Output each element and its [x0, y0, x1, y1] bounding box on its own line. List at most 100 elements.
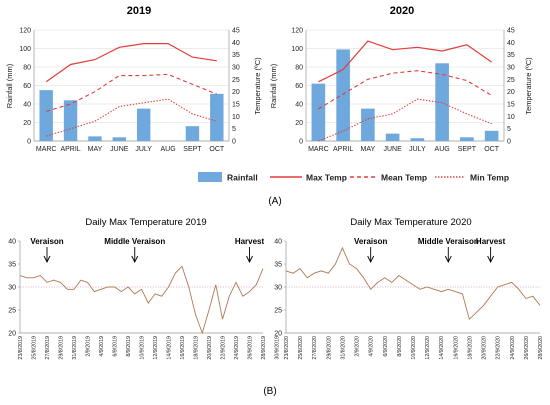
- rainfall-bar: [336, 49, 350, 141]
- x-date-label: 24/9/2019: [234, 336, 240, 360]
- x-date-label: 14/9/2020: [439, 336, 445, 360]
- y2-tick-label: 20: [507, 89, 515, 96]
- rainfall-bar: [63, 100, 78, 141]
- annotation-label: Veraison: [354, 237, 387, 246]
- x-date-label: 16/9/2019: [180, 336, 186, 360]
- rainfall-bar: [361, 108, 375, 141]
- x-tick-label: JUNE: [383, 146, 402, 153]
- x-date-label: 8/9/2019: [126, 336, 132, 357]
- max-temp-line: [318, 40, 492, 83]
- y2-tick-label: 15: [507, 102, 515, 109]
- x-date-label: 18/9/2019: [194, 336, 200, 360]
- rainfall-bar: [385, 133, 400, 141]
- x-tick-label: AUG: [435, 146, 450, 153]
- y2-tick-label: 35: [232, 52, 240, 59]
- y2-tick-label: 0: [232, 139, 236, 146]
- rainfall-bar: [185, 126, 200, 141]
- x-date-label: 18/9/2020: [467, 336, 473, 360]
- x-date-label: 23/8/2019: [18, 336, 24, 360]
- mean-temp-line: [318, 70, 492, 110]
- y2-tick-label: 20: [232, 89, 240, 96]
- daily-title-2020: Daily Max Temperature 2020: [350, 217, 471, 228]
- mean-temp-line: [46, 73, 218, 112]
- rainfall-bar: [136, 108, 151, 141]
- y-tick-label: 25: [274, 308, 282, 315]
- x-tick-label: JULY: [135, 146, 152, 153]
- y2-tick-label: 30: [232, 65, 240, 72]
- y-tick-label: 35: [8, 262, 16, 269]
- x-date-label: 10/9/2019: [140, 336, 146, 360]
- annotation-label: Harvest: [235, 237, 265, 246]
- ylabel-rainfall-2019: Rainfall (mm): [5, 63, 14, 108]
- daily-chart-2020: 20 25 30 35 40 23/8/2020 25/8/2020 27/8/2020 29/…: [274, 237, 544, 360]
- annotation-arrow-head: [367, 255, 375, 264]
- ylabel-temperature-2019: Temperature (ºC): [253, 57, 262, 115]
- rainfall-bar: [112, 137, 127, 141]
- x-date-label: 12/9/2019: [153, 336, 159, 360]
- daily-max-temp-line: [285, 246, 541, 321]
- y-tick-label: 80: [295, 65, 303, 72]
- x-date-label: 26/9/2020: [524, 336, 530, 360]
- x-date-label: 27/8/2019: [45, 336, 51, 360]
- x-date-label: 8/9/2020: [397, 336, 403, 357]
- y2-tick-label: 5: [507, 126, 511, 133]
- x-date-label: 31/8/2019: [72, 336, 78, 360]
- y-tick-label: 30: [8, 285, 16, 292]
- x-date-label: 26/9/2019: [248, 336, 254, 360]
- x-date-label: 25/8/2019: [32, 336, 38, 360]
- panel-label-b: (B): [263, 386, 276, 397]
- y-tick-label: 60: [295, 83, 303, 90]
- y2-tick-label: 25: [232, 77, 240, 84]
- annotation-arrow-head: [131, 255, 139, 264]
- y-tick-label: 35: [274, 262, 282, 269]
- y-tick-label: 30: [274, 285, 282, 292]
- rainfall-bar: [484, 130, 499, 141]
- x-tick-label: MARC: [308, 146, 329, 153]
- y2-tick-label: 30: [507, 65, 515, 72]
- x-date-label: 22/9/2019: [221, 336, 227, 360]
- y-tick-label: 120: [291, 28, 303, 35]
- x-date-label: 20/9/2019: [207, 336, 213, 360]
- min-temp-line: [318, 98, 492, 142]
- annotation-arrow-head: [43, 255, 51, 264]
- annotation-arrow-head: [246, 255, 253, 264]
- rainfall-bar: [460, 137, 474, 141]
- y2-tick-label: 45: [507, 28, 515, 35]
- x-date-label: 29/8/2019: [59, 336, 65, 360]
- y2-tick-label: 10: [232, 114, 240, 121]
- legend-rainfall-swatch: [198, 172, 222, 182]
- x-tick-label: AUG: [160, 146, 175, 153]
- y2-tick-label: 25: [507, 77, 515, 84]
- y-tick-label: 100: [19, 46, 31, 53]
- daily-chart-2019: 20 25 30 35 40 23/8/2019 25/8/2019 27/8/2019 29/…: [8, 237, 280, 360]
- x-tick-label: SEPT: [183, 146, 202, 153]
- y-tick-label: 25: [8, 308, 16, 315]
- y2-tick-label: 0: [507, 139, 511, 146]
- y2-tick-label: 40: [232, 40, 240, 47]
- x-date-label: 28/9/2020: [538, 336, 544, 360]
- y-tick-label: 40: [8, 239, 16, 246]
- x-date-label: 20/9/2020: [482, 336, 488, 360]
- y2-tick-label: 35: [507, 52, 515, 59]
- x-date-label: 22/9/2020: [496, 336, 502, 360]
- y-tick-label: 20: [295, 120, 303, 127]
- rainfall-bar: [311, 83, 326, 141]
- x-date-label: 14/9/2019: [167, 336, 173, 360]
- chart-title-2019: 2019: [127, 5, 151, 17]
- x-date-label: 28/9/2019: [261, 336, 267, 360]
- y-tick-label: 40: [274, 239, 282, 246]
- x-tick-label: JULY: [409, 146, 426, 153]
- x-tick-label: OCT: [484, 146, 500, 153]
- panel-label-a: (A): [268, 196, 281, 207]
- annotation-arrow-head: [444, 255, 452, 264]
- x-date-label: 23/8/2020: [284, 336, 290, 360]
- x-tick-label: OCT: [209, 146, 225, 153]
- y2-tick-label: 5: [232, 126, 236, 133]
- y2-tick-label: 45: [232, 28, 240, 35]
- rainfall-bar: [88, 136, 102, 141]
- y-tick-label: 0: [27, 139, 31, 146]
- x-date-label: 2/9/2019: [86, 336, 92, 357]
- y-tick-label: 20: [23, 120, 31, 127]
- x-tick-label: APRIL: [333, 146, 353, 153]
- rainfall-bar: [435, 63, 449, 141]
